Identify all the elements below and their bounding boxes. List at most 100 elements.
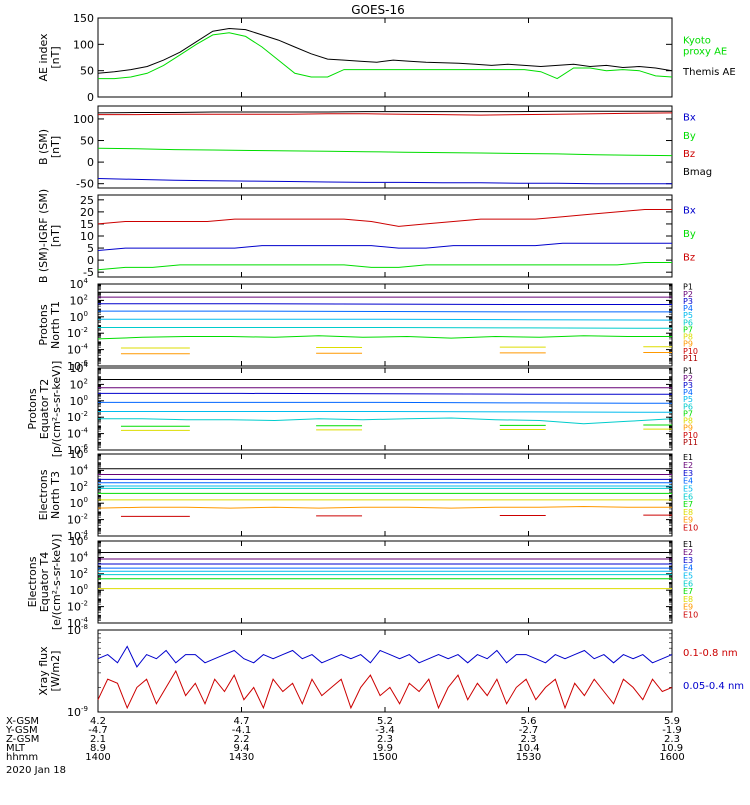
- panel-frame: [97, 540, 673, 624]
- series-kyoto-proxy-ae-line: [98, 32, 673, 80]
- series-p4-line: [98, 401, 673, 404]
- y-tick-label: 104: [70, 463, 89, 477]
- y-tick-label: 10-2: [67, 326, 88, 340]
- y-tick-label: 0: [87, 254, 94, 267]
- x-row-value: 8.9: [90, 743, 106, 754]
- series-by-line: [97, 147, 673, 157]
- legend-kyoto-proxy-ae: Kyoto proxy AE: [683, 35, 727, 57]
- panel-b: -50 0 50 100 B (SM)[nT] Bx By Bz Bmag: [37, 105, 712, 191]
- y-tick-label: 106: [70, 534, 89, 548]
- legend-p5: P5: [683, 311, 693, 320]
- x-row-value: 4.7: [234, 716, 250, 727]
- legend-e8: E8: [683, 595, 693, 604]
- x-row-value: 5.9: [664, 716, 680, 727]
- legend-e5: E5: [683, 571, 693, 580]
- series-p7-line: [97, 335, 672, 340]
- x-row-label-x-gsm: X-GSM: [6, 716, 39, 727]
- x-row-value: -3.4: [375, 725, 395, 736]
- legend-p4: P4: [683, 304, 693, 313]
- y-tick-label: 104: [70, 361, 89, 375]
- y-tick-label: 102: [70, 293, 88, 307]
- x-row-value: 10.9: [661, 743, 683, 754]
- figure-title: GOES-16: [351, 3, 405, 17]
- legend-p10: P10: [683, 431, 698, 440]
- legend-e6: E6: [683, 579, 693, 588]
- legend-bz: Bz: [683, 149, 695, 160]
- legend-p2: P2: [683, 374, 693, 383]
- y-axis-label: ElectronsNorth T3: [37, 469, 62, 520]
- x-row-value: 2.3: [664, 734, 680, 745]
- legend-0-1-0-8-nm: 0.1-0.8 nm: [683, 648, 738, 659]
- series-bz-line: [98, 112, 673, 116]
- legend-0-05-0-4-nm: 0.05-0.4 nm: [683, 681, 744, 692]
- legend-e6: E6: [683, 492, 693, 501]
- x-row-value: 1600: [659, 752, 684, 763]
- legend-by: By: [683, 229, 696, 240]
- legend-e1: E1: [683, 453, 693, 462]
- x-row-value: 1500: [372, 752, 397, 763]
- y-tick-label: 150: [73, 12, 94, 25]
- legend-p7: P7: [683, 409, 693, 418]
- legend-e10: E10: [683, 611, 698, 620]
- y-tick-label: 104: [70, 550, 89, 564]
- legend-p7: P7: [683, 325, 693, 334]
- panel-frame: [97, 367, 673, 451]
- y-tick-label: 0: [87, 156, 94, 169]
- legend-e2: E2: [683, 461, 693, 470]
- legend-p6: P6: [683, 318, 693, 327]
- series-p5-line: [98, 411, 673, 413]
- series-bmag-line: [97, 110, 672, 114]
- y-tick-label: 50: [80, 65, 94, 78]
- x-row-value: 10.4: [517, 743, 539, 754]
- series-p3-line: [98, 392, 672, 395]
- legend-p1: P1: [683, 367, 693, 376]
- x-row-value: 2.3: [521, 734, 537, 745]
- x-row-value: 1400: [85, 752, 110, 763]
- y-tick-label: 102: [70, 567, 88, 581]
- series-p4-line: [98, 310, 672, 313]
- y-tick-label: 25: [80, 194, 94, 207]
- y-axis-label: B (SM)-IGRF (SM)[nT]: [37, 189, 62, 283]
- legend-p2: P2: [683, 290, 693, 299]
- y-tick-label: 10-2: [67, 410, 88, 424]
- x-row-value: 4.2: [90, 716, 106, 727]
- x-row-value: 2.3: [377, 734, 393, 745]
- legend-e9: E9: [683, 603, 693, 612]
- legend-e7: E7: [683, 500, 693, 509]
- series-p3-line: [98, 303, 672, 305]
- legend-bx: Bx: [683, 113, 696, 124]
- y-axis-label: ProtonsEquator T2[p/(cm²-s-sr-keV)]: [26, 361, 63, 458]
- y-axis-label: ElectronsEquator T4[e/(cm²-s-sr-keV)]: [26, 534, 63, 630]
- y-tick-label: -5: [83, 266, 94, 279]
- x-row-label-hhmm: hhmm: [6, 752, 38, 763]
- y-tick-label: 106: [70, 447, 89, 461]
- y-tick-label: 102: [70, 480, 88, 494]
- y-tick-label: 100: [73, 113, 94, 126]
- legend-p6: P6: [683, 402, 693, 411]
- legend-bmag: Bmag: [683, 167, 712, 178]
- panel-ae: 0 50 100 150 AE index[nT] Kyoto proxy AE Themis…: [37, 12, 736, 104]
- x-row-value: -4.7: [88, 725, 108, 736]
- panel-xray: 10-8 10-9 Xray flux[W/m2] 0.1-0.8 nm 0.05-0.…: [37, 623, 744, 719]
- y-tick-label: -50: [76, 178, 94, 191]
- x-row-value: 5.6: [521, 716, 537, 727]
- y-tick-label: 10-8: [67, 623, 88, 637]
- series-e9-line: [97, 505, 672, 509]
- panel-frame: [97, 105, 673, 189]
- y-tick-label: 10-4: [67, 343, 89, 357]
- x-row-value: 1530: [516, 752, 541, 763]
- y-tick-label: 10: [80, 230, 94, 243]
- x-row-value: -4.1: [232, 725, 252, 736]
- series-by-line: [97, 262, 672, 271]
- x-row-value: -1.9: [662, 725, 682, 736]
- legend-p3: P3: [683, 297, 693, 306]
- y-tick-label: 10-2: [67, 600, 88, 614]
- legend-e1: E1: [683, 540, 693, 549]
- y-tick-label: 0: [87, 91, 94, 104]
- y-tick-label: 104: [70, 277, 89, 291]
